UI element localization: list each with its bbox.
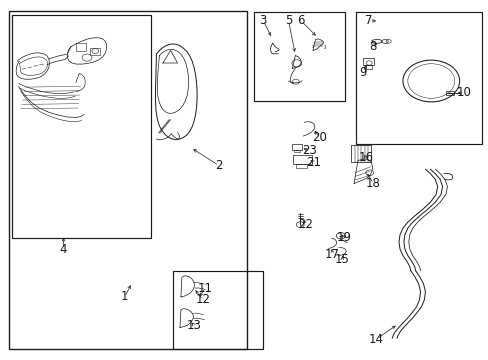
Bar bbox=[365, 65, 371, 69]
Bar bbox=[90, 48, 100, 55]
Text: 9: 9 bbox=[358, 66, 366, 78]
Text: 13: 13 bbox=[186, 319, 201, 332]
Text: 6: 6 bbox=[297, 14, 305, 27]
Bar bbox=[355, 12, 481, 144]
Text: 23: 23 bbox=[302, 144, 316, 157]
Bar bbox=[76, 43, 85, 51]
Bar bbox=[363, 58, 373, 65]
Bar bbox=[12, 15, 150, 238]
Bar bbox=[293, 155, 311, 164]
Text: 15: 15 bbox=[334, 253, 349, 266]
Text: 21: 21 bbox=[306, 156, 321, 169]
Text: 12: 12 bbox=[195, 293, 210, 306]
Bar bbox=[445, 91, 453, 95]
Text: 4: 4 bbox=[60, 243, 67, 256]
Text: 20: 20 bbox=[312, 131, 326, 144]
Text: 19: 19 bbox=[336, 231, 350, 244]
Text: 17: 17 bbox=[325, 248, 339, 261]
Text: 1: 1 bbox=[121, 291, 128, 303]
Text: 16: 16 bbox=[358, 151, 372, 164]
Text: 2: 2 bbox=[215, 159, 223, 172]
Bar bbox=[9, 11, 246, 349]
Text: 22: 22 bbox=[298, 219, 313, 231]
Text: 10: 10 bbox=[456, 86, 471, 99]
Bar bbox=[296, 164, 306, 168]
Bar bbox=[294, 150, 300, 152]
Text: 14: 14 bbox=[368, 333, 383, 346]
Bar bbox=[172, 271, 263, 349]
Text: 11: 11 bbox=[198, 282, 212, 294]
Text: 8: 8 bbox=[368, 40, 376, 53]
Text: 7: 7 bbox=[365, 14, 372, 27]
Text: 5: 5 bbox=[284, 14, 292, 27]
Text: 3: 3 bbox=[259, 14, 266, 27]
Bar bbox=[254, 12, 344, 101]
Bar bbox=[292, 144, 302, 150]
Bar bbox=[350, 145, 370, 162]
Text: 18: 18 bbox=[366, 177, 380, 190]
